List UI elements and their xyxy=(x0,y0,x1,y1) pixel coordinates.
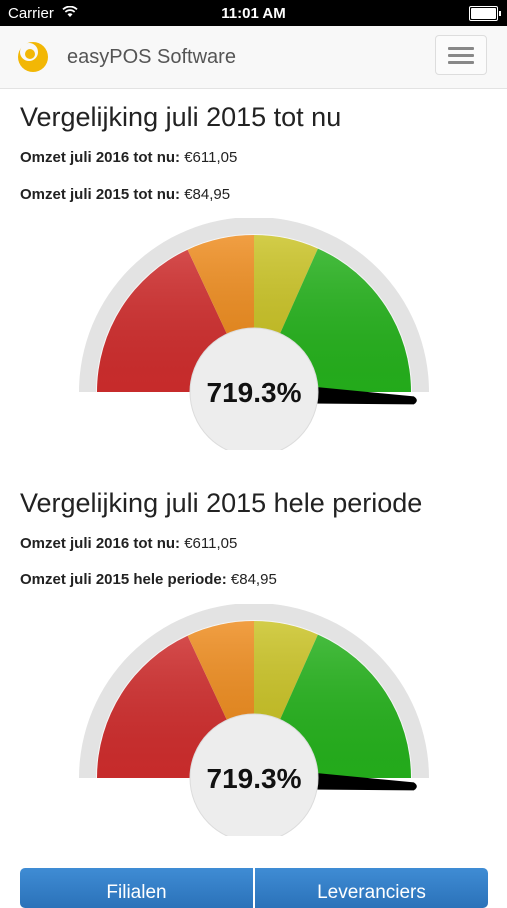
bottom-button-bar: Filialen Leveranciers xyxy=(20,868,488,908)
battery-icon xyxy=(469,6,501,21)
stat-label: Omzet juli 2016 tot nu: xyxy=(20,149,181,166)
easypos-logo-icon[interactable] xyxy=(16,40,50,74)
stat-previous: Omzet juli 2015 hele periode: €84,95 xyxy=(20,571,277,588)
filialen-button[interactable]: Filialen xyxy=(20,868,253,908)
brand-title[interactable]: easyPOS Software xyxy=(67,46,236,68)
gauge-chart: 719.3% xyxy=(79,604,429,836)
navbar: easyPOS Software xyxy=(0,26,507,89)
stat-label: Omzet juli 2015 tot nu: xyxy=(20,186,181,203)
menu-toggle-button[interactable] xyxy=(435,35,487,75)
stat-value: €611,05 xyxy=(184,535,238,552)
stat-label: Omzet juli 2016 tot nu: xyxy=(20,535,181,552)
section-title: Vergelijking juli 2015 tot nu xyxy=(20,102,342,132)
stat-current: Omzet juli 2016 tot nu: €611,05 xyxy=(20,535,237,552)
stat-value: €84,95 xyxy=(184,186,231,203)
gauge-gloss xyxy=(97,235,411,392)
stat-value: €84,95 xyxy=(230,571,277,588)
gauge-value-label: 719.3% xyxy=(207,763,302,794)
hamburger-menu-icon xyxy=(448,47,474,50)
gauge-center-hub xyxy=(189,327,319,450)
gauge-center-hub xyxy=(189,713,319,836)
leveranciers-button[interactable]: Leveranciers xyxy=(255,868,488,908)
stat-previous: Omzet juli 2015 tot nu: €84,95 xyxy=(20,186,230,203)
stat-current: Omzet juli 2016 tot nu: €611,05 xyxy=(20,149,237,166)
gauge-value-label: 719.3% xyxy=(207,377,302,408)
wifi-icon xyxy=(62,6,78,17)
stat-value: €611,05 xyxy=(184,149,238,166)
carrier-label: Carrier xyxy=(8,5,54,22)
gauge-chart: 719.3% xyxy=(79,218,429,450)
status-bar: Carrier 11:01 AM xyxy=(0,0,507,26)
status-time: 11:01 AM xyxy=(221,5,286,22)
gauge-gloss xyxy=(97,621,411,778)
stat-label: Omzet juli 2015 hele periode: xyxy=(20,571,227,588)
section-title: Vergelijking juli 2015 hele periode xyxy=(20,488,423,518)
